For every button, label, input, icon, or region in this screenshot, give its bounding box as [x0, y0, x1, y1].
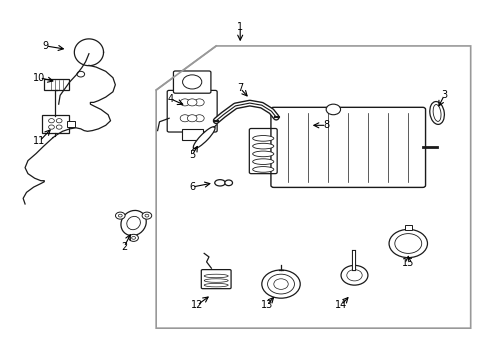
- Circle shape: [195, 115, 204, 122]
- Circle shape: [284, 111, 323, 139]
- Text: 5: 5: [189, 150, 196, 160]
- Ellipse shape: [121, 211, 146, 236]
- FancyBboxPatch shape: [271, 107, 425, 188]
- Ellipse shape: [204, 279, 228, 282]
- Circle shape: [129, 234, 138, 242]
- Text: 10: 10: [33, 73, 46, 83]
- Circle shape: [180, 115, 190, 122]
- FancyBboxPatch shape: [167, 90, 217, 132]
- FancyBboxPatch shape: [201, 270, 231, 289]
- Ellipse shape: [430, 102, 444, 125]
- Circle shape: [180, 99, 190, 106]
- Text: 14: 14: [335, 300, 347, 310]
- Circle shape: [389, 229, 427, 258]
- Text: 2: 2: [121, 242, 127, 252]
- FancyBboxPatch shape: [405, 225, 412, 230]
- Text: 9: 9: [43, 41, 49, 51]
- Text: 7: 7: [237, 83, 244, 93]
- Circle shape: [262, 270, 300, 298]
- FancyBboxPatch shape: [182, 129, 203, 140]
- FancyBboxPatch shape: [44, 79, 69, 90]
- Circle shape: [49, 125, 54, 129]
- Ellipse shape: [193, 127, 215, 149]
- Circle shape: [187, 99, 197, 106]
- Circle shape: [56, 118, 62, 123]
- Ellipse shape: [204, 274, 228, 278]
- Circle shape: [187, 115, 197, 122]
- Ellipse shape: [253, 167, 274, 172]
- Ellipse shape: [215, 180, 225, 186]
- Text: 15: 15: [402, 258, 415, 268]
- Circle shape: [183, 75, 202, 89]
- Circle shape: [395, 234, 422, 253]
- FancyBboxPatch shape: [42, 115, 69, 134]
- Text: 8: 8: [323, 120, 330, 130]
- Text: 4: 4: [168, 94, 173, 104]
- Text: 12: 12: [191, 300, 203, 310]
- Ellipse shape: [433, 104, 441, 121]
- Circle shape: [195, 99, 204, 106]
- Circle shape: [347, 270, 362, 281]
- Ellipse shape: [225, 180, 233, 186]
- Circle shape: [56, 125, 62, 129]
- Circle shape: [116, 212, 125, 219]
- Circle shape: [274, 279, 288, 289]
- Circle shape: [119, 214, 122, 217]
- Circle shape: [49, 118, 54, 123]
- Circle shape: [132, 237, 136, 239]
- Ellipse shape: [253, 159, 274, 165]
- FancyBboxPatch shape: [173, 71, 211, 93]
- Circle shape: [142, 212, 152, 219]
- FancyBboxPatch shape: [67, 121, 75, 127]
- Text: 1: 1: [237, 22, 243, 32]
- Ellipse shape: [253, 143, 274, 149]
- Ellipse shape: [127, 216, 141, 230]
- Text: 6: 6: [189, 182, 195, 192]
- Text: 13: 13: [261, 300, 273, 310]
- Ellipse shape: [253, 151, 274, 157]
- Ellipse shape: [253, 136, 274, 141]
- Circle shape: [268, 274, 294, 294]
- Ellipse shape: [204, 283, 228, 287]
- Text: 3: 3: [441, 90, 447, 100]
- Circle shape: [341, 265, 368, 285]
- Text: 11: 11: [33, 136, 46, 146]
- FancyBboxPatch shape: [318, 122, 327, 129]
- Circle shape: [290, 116, 317, 135]
- Circle shape: [145, 214, 149, 217]
- Circle shape: [326, 104, 341, 115]
